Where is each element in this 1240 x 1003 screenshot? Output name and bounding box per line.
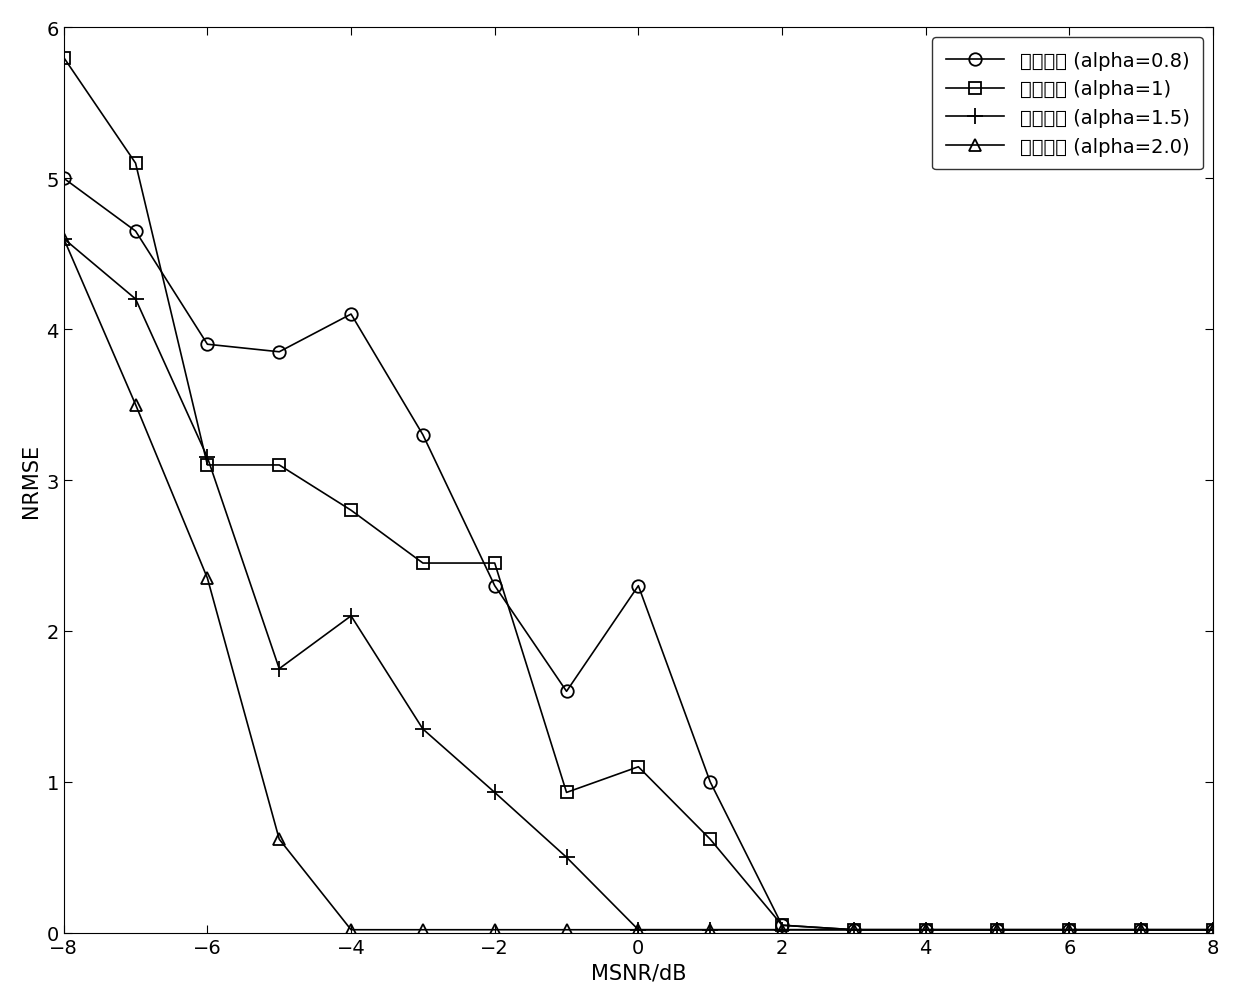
符号长度 (alpha=1): [128, 157, 143, 170]
符号长度 (alpha=1.5): [1133, 924, 1148, 936]
符号长度 (alpha=0.8): [1061, 924, 1076, 936]
符号长度 (alpha=1.5): [487, 786, 502, 798]
符号长度 (alpha=0.8): [631, 580, 646, 592]
符号长度 (alpha=2.0): [1133, 924, 1148, 936]
符号长度 (alpha=2.0): [1205, 924, 1220, 936]
符号长度 (alpha=1): [1205, 924, 1220, 936]
符号长度 (alpha=0.8): [343, 309, 358, 321]
符号长度 (alpha=1): [487, 558, 502, 570]
X-axis label: MSNR/dB: MSNR/dB: [590, 962, 686, 982]
符号长度 (alpha=2.0): [128, 399, 143, 411]
符号长度 (alpha=2.0): [990, 924, 1004, 936]
符号长度 (alpha=0.8): [775, 920, 790, 932]
符号长度 (alpha=2.0): [631, 924, 646, 936]
符号长度 (alpha=0.8): [128, 226, 143, 238]
符号长度 (alpha=2.0): [487, 924, 502, 936]
符号长度 (alpha=1): [559, 786, 574, 798]
符号长度 (alpha=2.0): [703, 924, 718, 936]
符号长度 (alpha=2.0): [775, 924, 790, 936]
符号长度 (alpha=2.0): [847, 924, 862, 936]
符号长度 (alpha=1): [990, 924, 1004, 936]
符号长度 (alpha=1): [919, 924, 934, 936]
符号长度 (alpha=2.0): [1061, 924, 1076, 936]
Line: 符号长度 (alpha=1): 符号长度 (alpha=1): [57, 52, 1219, 936]
符号长度 (alpha=1): [415, 558, 430, 570]
Line: 符号长度 (alpha=2.0): 符号长度 (alpha=2.0): [57, 233, 1219, 936]
符号长度 (alpha=0.8): [559, 686, 574, 698]
Line: 符号长度 (alpha=1.5): 符号长度 (alpha=1.5): [56, 231, 1221, 938]
符号长度 (alpha=2.0): [272, 833, 286, 846]
符号长度 (alpha=1.5): [775, 924, 790, 936]
符号长度 (alpha=1.5): [200, 452, 215, 464]
符号长度 (alpha=1): [272, 459, 286, 471]
符号长度 (alpha=2.0): [559, 924, 574, 936]
符号长度 (alpha=1): [847, 924, 862, 936]
符号长度 (alpha=0.8): [990, 924, 1004, 936]
符号长度 (alpha=1.5): [1061, 924, 1076, 936]
符号长度 (alpha=1): [775, 920, 790, 932]
符号长度 (alpha=0.8): [487, 580, 502, 592]
符号长度 (alpha=2.0): [343, 924, 358, 936]
符号长度 (alpha=0.8): [1133, 924, 1148, 936]
符号长度 (alpha=0.8): [415, 429, 430, 441]
符号长度 (alpha=0.8): [272, 346, 286, 358]
符号长度 (alpha=2.0): [200, 573, 215, 585]
符号长度 (alpha=0.8): [919, 924, 934, 936]
符号长度 (alpha=1): [200, 459, 215, 471]
符号长度 (alpha=1.5): [847, 924, 862, 936]
符号长度 (alpha=1.5): [272, 663, 286, 675]
符号长度 (alpha=1.5): [56, 234, 71, 246]
符号长度 (alpha=1): [703, 833, 718, 846]
符号长度 (alpha=0.8): [847, 924, 862, 936]
符号长度 (alpha=0.8): [56, 174, 71, 186]
Line: 符号长度 (alpha=0.8): 符号长度 (alpha=0.8): [57, 173, 1219, 936]
符号长度 (alpha=2.0): [415, 924, 430, 936]
符号长度 (alpha=1): [631, 761, 646, 773]
符号长度 (alpha=1.5): [128, 294, 143, 306]
符号长度 (alpha=1.5): [990, 924, 1004, 936]
符号长度 (alpha=1.5): [631, 924, 646, 936]
符号长度 (alpha=0.8): [1205, 924, 1220, 936]
符号长度 (alpha=1): [56, 52, 71, 64]
符号长度 (alpha=1.5): [919, 924, 934, 936]
符号长度 (alpha=0.8): [703, 776, 718, 788]
Legend: 符号长度 (alpha=0.8), 符号长度 (alpha=1), 符号长度 (alpha=1.5), 符号长度 (alpha=2.0): 符号长度 (alpha=0.8), 符号长度 (alpha=1), 符号长度 (…: [932, 38, 1203, 171]
符号长度 (alpha=2.0): [919, 924, 934, 936]
符号长度 (alpha=1.5): [559, 852, 574, 864]
符号长度 (alpha=1.5): [343, 610, 358, 622]
符号长度 (alpha=0.8): [200, 339, 215, 351]
符号长度 (alpha=2.0): [56, 234, 71, 246]
符号长度 (alpha=1.5): [1205, 924, 1220, 936]
Y-axis label: NRMSE: NRMSE: [21, 443, 41, 518]
符号长度 (alpha=1.5): [703, 924, 718, 936]
符号长度 (alpha=1): [1133, 924, 1148, 936]
符号长度 (alpha=1): [1061, 924, 1076, 936]
符号长度 (alpha=1): [343, 505, 358, 517]
符号长度 (alpha=1.5): [415, 723, 430, 735]
